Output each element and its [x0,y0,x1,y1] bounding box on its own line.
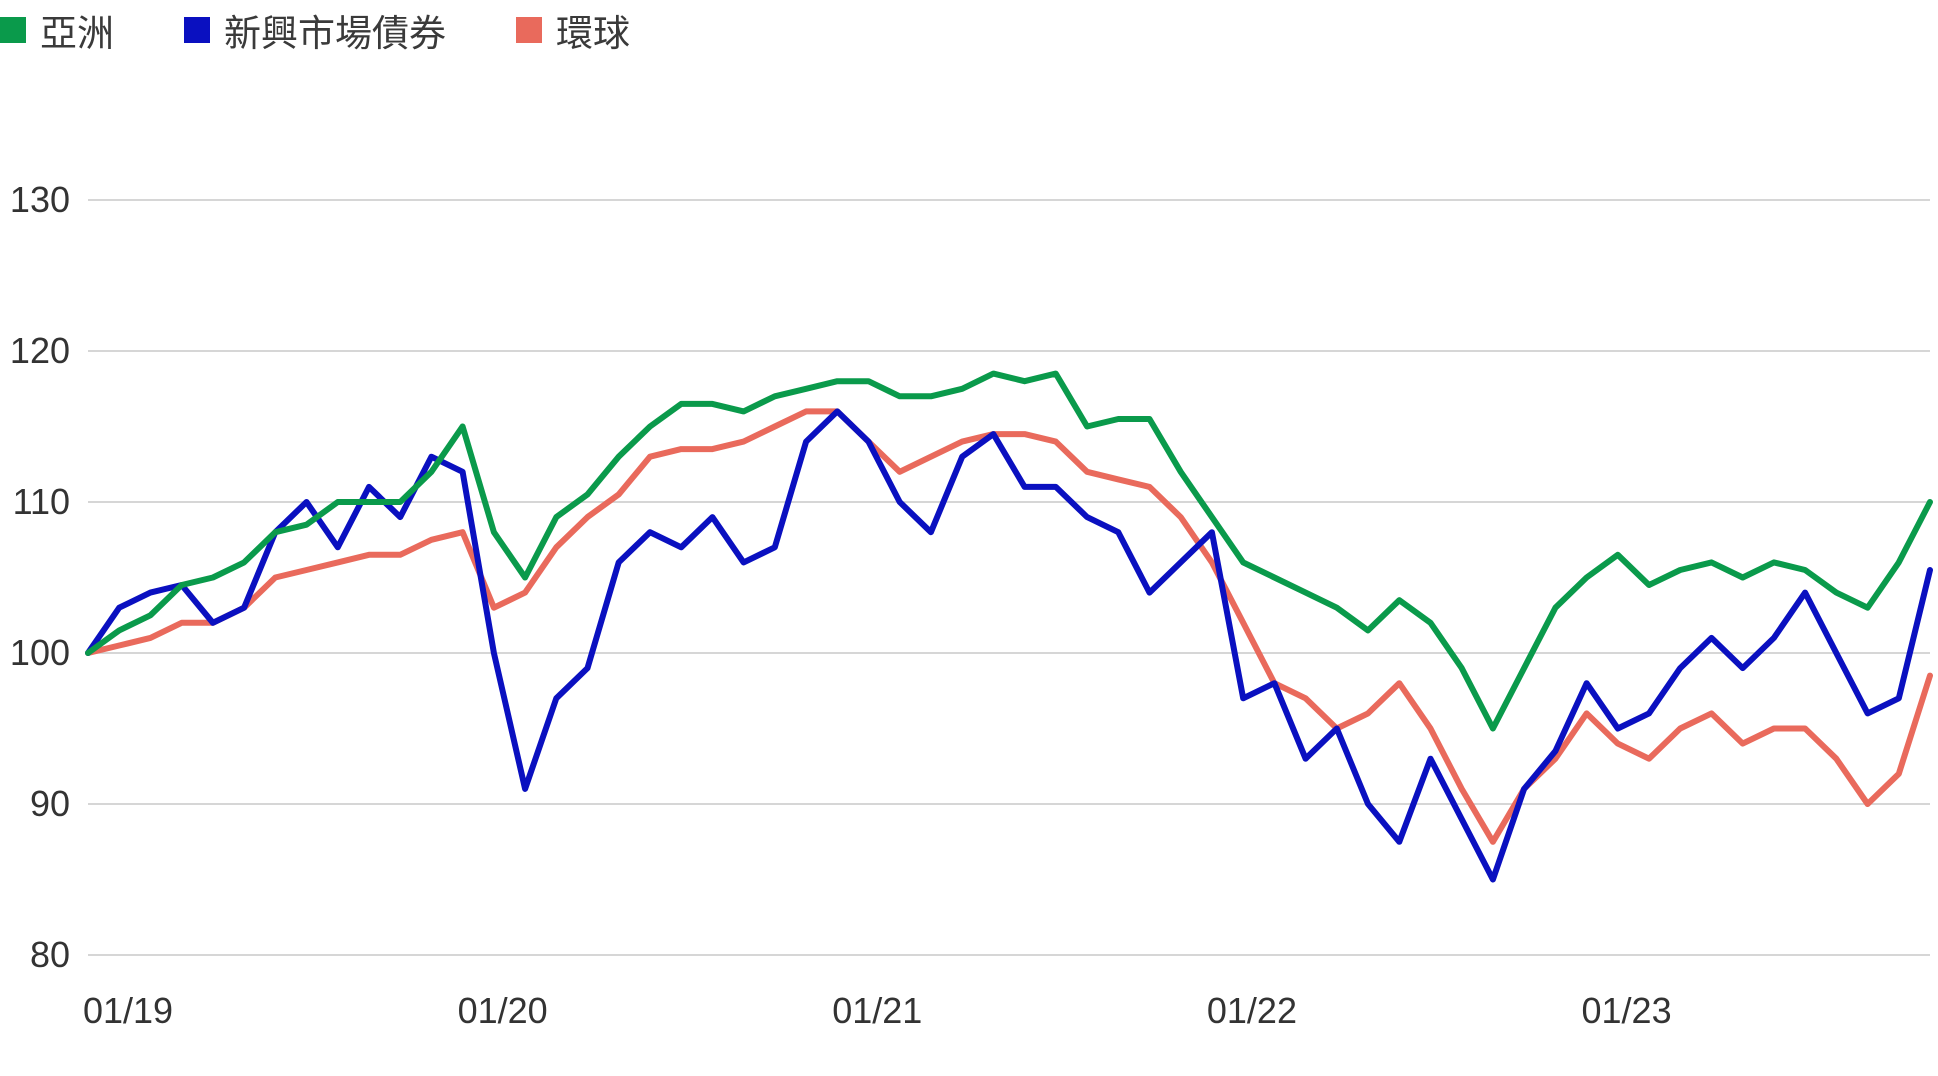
x-axis-tick-labels: 01/19 01/20 01/21 01/22 01/23 [83,990,1672,1031]
chart-legend: 亞洲 新興市場債券 環球 [0,0,700,60]
x-tick-label: 01/23 [1582,990,1672,1031]
grid-lines [88,199,1930,956]
y-tick-label: 90 [30,783,70,824]
y-tick-label: 100 [10,632,70,673]
y-tick-label: 110 [13,481,70,522]
series-lines [85,370,1933,883]
legend-item-asia[interactable]: 亞洲 [0,3,114,57]
y-tick-label: 130 [10,179,70,220]
y-tick-label: 120 [10,330,70,371]
x-tick-label: 01/20 [458,990,548,1031]
legend-swatch-global [516,17,542,43]
legend-label-asia: 亞洲 [40,12,114,55]
x-tick-label: 01/21 [832,990,922,1031]
series-line-0 [85,370,1933,732]
y-axis-tick-labels: 130 120 110 100 90 80 [10,179,70,975]
legend-swatch-asia [0,17,26,43]
x-tick-label: 01/19 [83,990,173,1031]
legend-swatch-em-bonds [184,17,210,43]
y-tick-label: 80 [30,934,70,975]
legend-label-em-bonds: 新興市場債券 [224,12,446,55]
legend-item-global[interactable]: 環球 [516,3,630,57]
x-tick-label: 01/22 [1207,990,1297,1031]
series-line-2 [85,408,1933,845]
series-line-1 [85,408,1933,883]
legend-item-em-bonds[interactable]: 新興市場債券 [184,3,446,57]
legend-label-global: 環球 [556,12,630,55]
